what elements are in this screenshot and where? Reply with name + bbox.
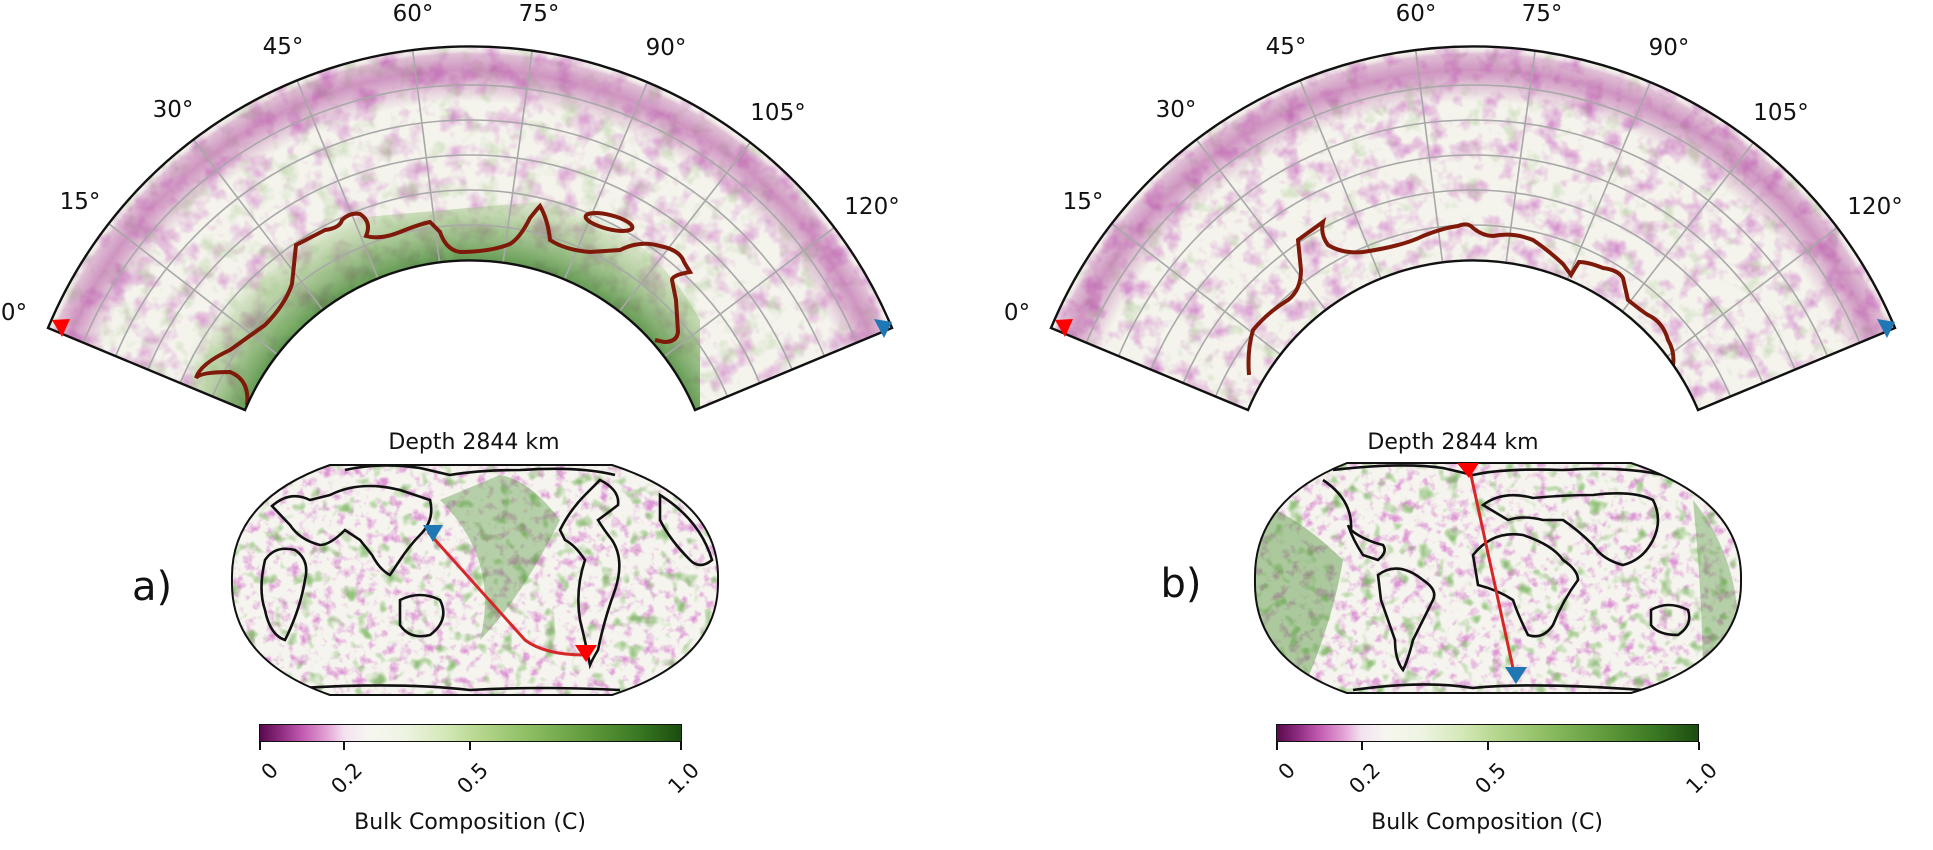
angle-label-30: 30° bbox=[1155, 97, 1197, 123]
panel-label-a: a) bbox=[131, 564, 173, 610]
ray-path-b bbox=[1467, 465, 1518, 683]
angle-label-30: 30° bbox=[152, 97, 194, 123]
angle-label-45: 45° bbox=[262, 34, 304, 60]
angle-label-60: 60° bbox=[392, 1, 434, 27]
map-frame-b bbox=[1253, 462, 1743, 694]
end-marker-blue-a bbox=[874, 319, 892, 338]
end-marker-red-a-map bbox=[575, 645, 597, 662]
map-title-a: Depth 2844 km bbox=[388, 430, 560, 455]
angle-label-15: 15° bbox=[1062, 189, 1104, 215]
angle-label-105: 105° bbox=[1753, 100, 1809, 126]
colorbar-label-a: Bulk Composition (C) bbox=[354, 810, 586, 835]
colorbar-b bbox=[1276, 724, 1699, 742]
coastlines-b bbox=[1322, 464, 1691, 692]
start-marker-red-b-map bbox=[1457, 463, 1479, 478]
cross-section-plot-a bbox=[46, 45, 894, 412]
wedge-outline-a bbox=[46, 45, 894, 412]
colorbar-tick bbox=[1361, 742, 1363, 750]
angle-label-90: 90° bbox=[645, 35, 687, 61]
composition-contour-a bbox=[194, 202, 694, 406]
angle-label-120: 120° bbox=[844, 194, 900, 220]
angle-label-60: 60° bbox=[1395, 1, 1437, 27]
composition-contour-b bbox=[1246, 217, 1676, 381]
angle-label-120: 120° bbox=[1847, 194, 1903, 220]
colorbar-tick bbox=[1487, 742, 1489, 750]
start-marker-red-b bbox=[1055, 319, 1073, 337]
panel-a: 0° 15° 30° 45° 60° 75° 90° 105° 120° a) … bbox=[0, 0, 966, 850]
end-marker-blue-b bbox=[1877, 319, 1895, 338]
angle-label-45: 45° bbox=[1265, 34, 1307, 60]
map-frame-a bbox=[230, 464, 720, 696]
panel-b: 0° 15° 30° 45° 60° 75° 90° 105° 120° b) … bbox=[1003, 0, 1933, 850]
angle-label-105: 105° bbox=[750, 100, 806, 126]
colorbar-label-b: Bulk Composition (C) bbox=[1371, 810, 1603, 835]
angle-label-0: 0° bbox=[0, 300, 28, 326]
map-b bbox=[1253, 462, 1743, 694]
angle-label-75: 75° bbox=[518, 1, 560, 27]
colorbar-tick bbox=[259, 742, 261, 750]
map-title-b: Depth 2844 km bbox=[1367, 430, 1539, 455]
angle-label-0: 0° bbox=[1003, 300, 1031, 326]
angle-label-15: 15° bbox=[59, 189, 101, 215]
panel-label-b: b) bbox=[1160, 561, 1202, 607]
ray-path-a bbox=[426, 530, 586, 657]
colorbar-tick bbox=[1276, 742, 1278, 750]
wedge-outline-b bbox=[1049, 45, 1897, 412]
colorbar-tick bbox=[469, 742, 471, 750]
map-a bbox=[230, 464, 720, 696]
start-marker-blue-a-map bbox=[423, 525, 443, 542]
angle-label-90: 90° bbox=[1648, 35, 1690, 61]
cross-section-plot-b bbox=[1049, 45, 1897, 412]
colorbar-tick bbox=[680, 742, 682, 750]
start-marker-red-a bbox=[52, 319, 70, 337]
colorbar-tick bbox=[343, 742, 345, 750]
colorbar-a bbox=[259, 724, 682, 742]
end-marker-blue-b-map bbox=[1505, 667, 1527, 684]
colorbar-tick bbox=[1698, 742, 1700, 750]
angle-label-75: 75° bbox=[1521, 1, 1563, 27]
